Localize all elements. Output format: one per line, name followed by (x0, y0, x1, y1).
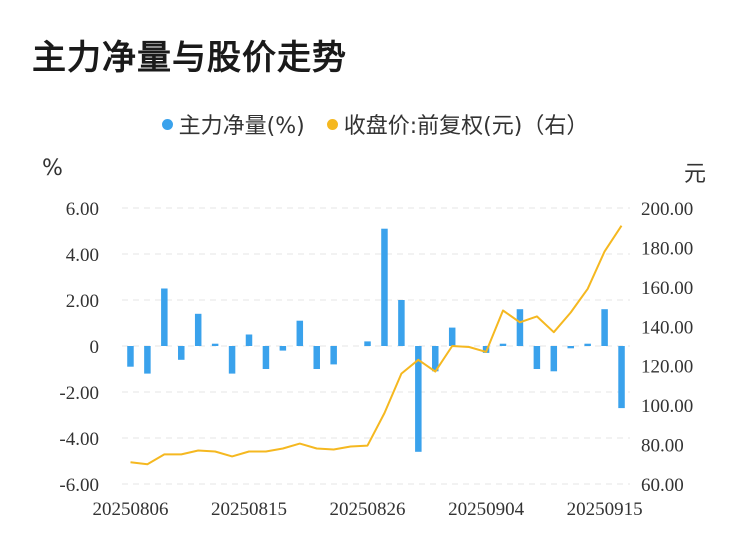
right-tick-label: 180.00 (641, 238, 693, 259)
bar (161, 288, 168, 346)
x-tick-label: 20250815 (211, 499, 287, 520)
left-tick-label: 2.00 (66, 291, 99, 312)
grid-lines (122, 207, 630, 485)
bar (296, 320, 304, 346)
bar-series (127, 228, 625, 452)
legend-item-line[interactable]: 收盘价:前复权(元)（右） (326, 108, 589, 140)
left-axis-unit: % (42, 156, 63, 181)
left-tick-label: -2.00 (59, 383, 99, 404)
right-tick-label: 200.00 (641, 199, 693, 220)
bar (228, 346, 236, 374)
bar (499, 343, 507, 346)
bar (567, 346, 574, 349)
bar (516, 309, 524, 346)
legend-line-dot-icon (326, 118, 338, 130)
bar (262, 346, 270, 369)
x-tick-label: 20250826 (330, 499, 406, 520)
legend-bar-label: 主力净量(%) (178, 114, 305, 139)
bar (194, 313, 202, 346)
bar (279, 346, 287, 351)
right-tick-label: 60.00 (641, 475, 684, 496)
bar (144, 346, 151, 374)
left-tick-label: -6.00 (59, 475, 99, 496)
bar (398, 300, 405, 346)
x-tick-label: 20250904 (448, 499, 525, 520)
bar (550, 346, 558, 372)
bar (330, 346, 337, 365)
bar (601, 309, 608, 346)
bar (381, 228, 388, 346)
x-tick-label: 20250806 (92, 499, 168, 520)
price-line (130, 225, 623, 466)
right-tick-label: 160.00 (641, 278, 693, 299)
bar (448, 327, 456, 346)
x-axis-ticks: 20250806 20250815 20250826 20250904 20250915 (92, 499, 642, 520)
left-axis-ticks: 6.00 4.00 2.00 0 -2.00 -4.00 -6.00 (59, 199, 99, 496)
right-tick-label: 80.00 (641, 436, 684, 457)
left-tick-label: -4.00 (59, 429, 99, 450)
left-tick-label: 6.00 (66, 199, 99, 220)
bar (313, 346, 320, 369)
left-tick-label: 4.00 (66, 245, 99, 266)
right-axis-ticks: 200.00 180.00 160.00 140.00 120.00 100.00 80.0… (641, 199, 693, 496)
legend-item-bar[interactable]: 主力净量(%) (161, 108, 305, 140)
x-tick-label: 20250915 (567, 499, 643, 520)
legend-bar-dot-icon (161, 118, 173, 130)
bar (245, 334, 253, 346)
chart-title: 主力净量与股价走势 (32, 38, 347, 78)
right-tick-label: 120.00 (641, 357, 693, 378)
bar (364, 341, 371, 346)
bar (533, 346, 541, 369)
bar (618, 346, 625, 409)
bar (127, 346, 134, 367)
legend-line-label: 收盘价:前复权(元)（右） (343, 114, 589, 139)
right-axis-unit: 元 (684, 162, 707, 187)
legend: 主力净量(%) 收盘价:前复权(元)（右） (0, 108, 750, 140)
bar (211, 343, 219, 346)
bar (584, 343, 591, 346)
bar (178, 346, 185, 360)
line-series (130, 225, 623, 466)
left-tick-label: 0 (90, 337, 100, 358)
bar (415, 346, 422, 452)
bar (432, 346, 439, 372)
right-tick-label: 100.00 (641, 396, 693, 417)
right-tick-label: 140.00 (641, 317, 693, 338)
